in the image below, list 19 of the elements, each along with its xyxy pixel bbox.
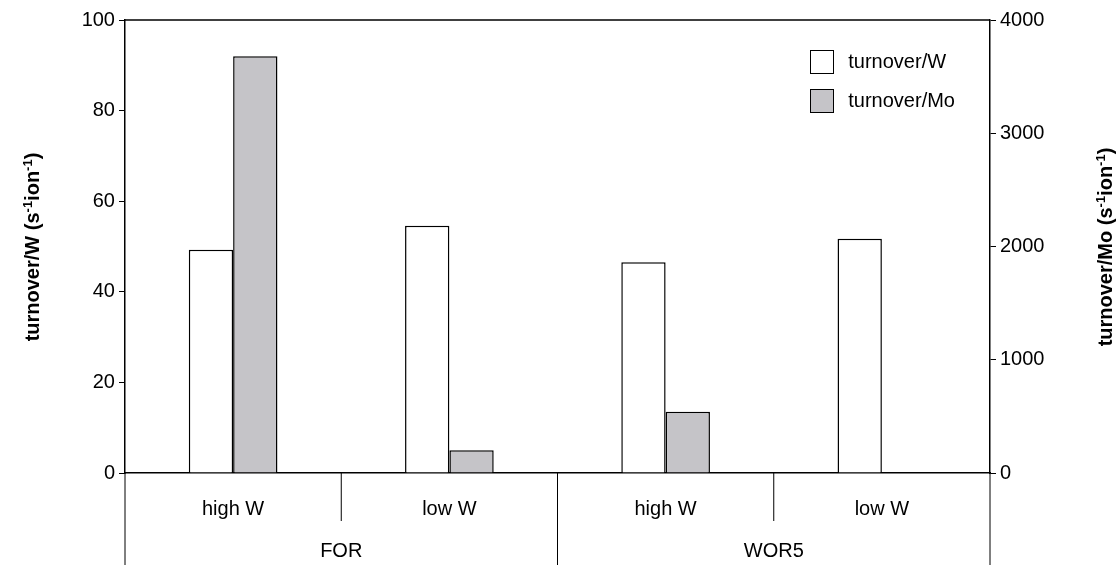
y2-tick-label: 4000 <box>1000 7 1045 30</box>
x-tick-label: high W <box>202 496 265 519</box>
y-tick-label: 60 <box>92 188 115 211</box>
y2-tick-label: 2000 <box>1000 234 1045 257</box>
y-tick-label: 80 <box>92 98 115 121</box>
y-tick-label: 40 <box>92 279 115 302</box>
y2-tick-label: 0 <box>1000 460 1012 483</box>
text: FOR <box>320 538 363 561</box>
x-tick-label: high W <box>634 496 697 519</box>
legend-label: turnover/Mo <box>848 88 955 113</box>
y2-tick-label: 3000 <box>1000 120 1045 143</box>
text: turnover/W <box>848 49 947 74</box>
y-tick-label: 100 <box>81 7 115 30</box>
y-tick-label: 20 <box>92 369 115 392</box>
y2-tick-label: 1000 <box>1000 347 1045 370</box>
text: WOR5 <box>743 538 804 561</box>
y-tick-label: 0 <box>103 460 115 483</box>
x-tick-label: low W <box>422 496 477 519</box>
x-tick-label: low W <box>854 496 910 519</box>
